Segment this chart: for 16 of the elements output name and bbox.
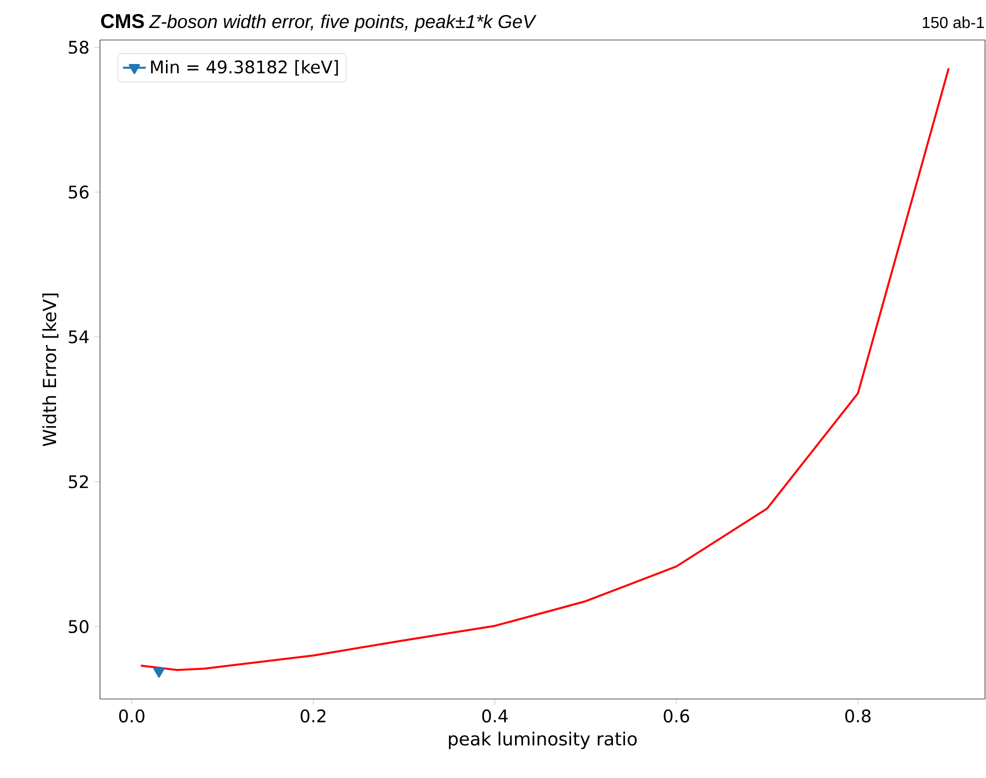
x-tick-label: 0.2 <box>300 709 326 723</box>
chart-subtitle: Z-boson width error, five points, peak±1*k GeV <box>148 14 536 32</box>
legend-label: Min = 49.38182 [keV] <box>151 60 338 76</box>
x-tick-label: 0.8 <box>845 709 871 723</box>
x-axis-title: peak luminosity ratio <box>448 732 637 750</box>
y-tick-label: 58 <box>68 40 88 54</box>
y-tick-label: 54 <box>68 330 89 344</box>
y-tick-label: 52 <box>68 475 88 488</box>
x-tick-label: 0.4 <box>482 709 508 723</box>
y-axis-title: Width Error [keV] <box>42 294 58 446</box>
x-tick-label: 0.0 <box>119 709 144 723</box>
text: 150 ab-1 <box>922 16 984 28</box>
y-tick-label: 50 <box>68 620 88 634</box>
chart-title: CMS <box>101 14 144 28</box>
x-tick-label: 0.6 <box>664 709 690 723</box>
y-tick-label: 56 <box>68 186 89 199</box>
